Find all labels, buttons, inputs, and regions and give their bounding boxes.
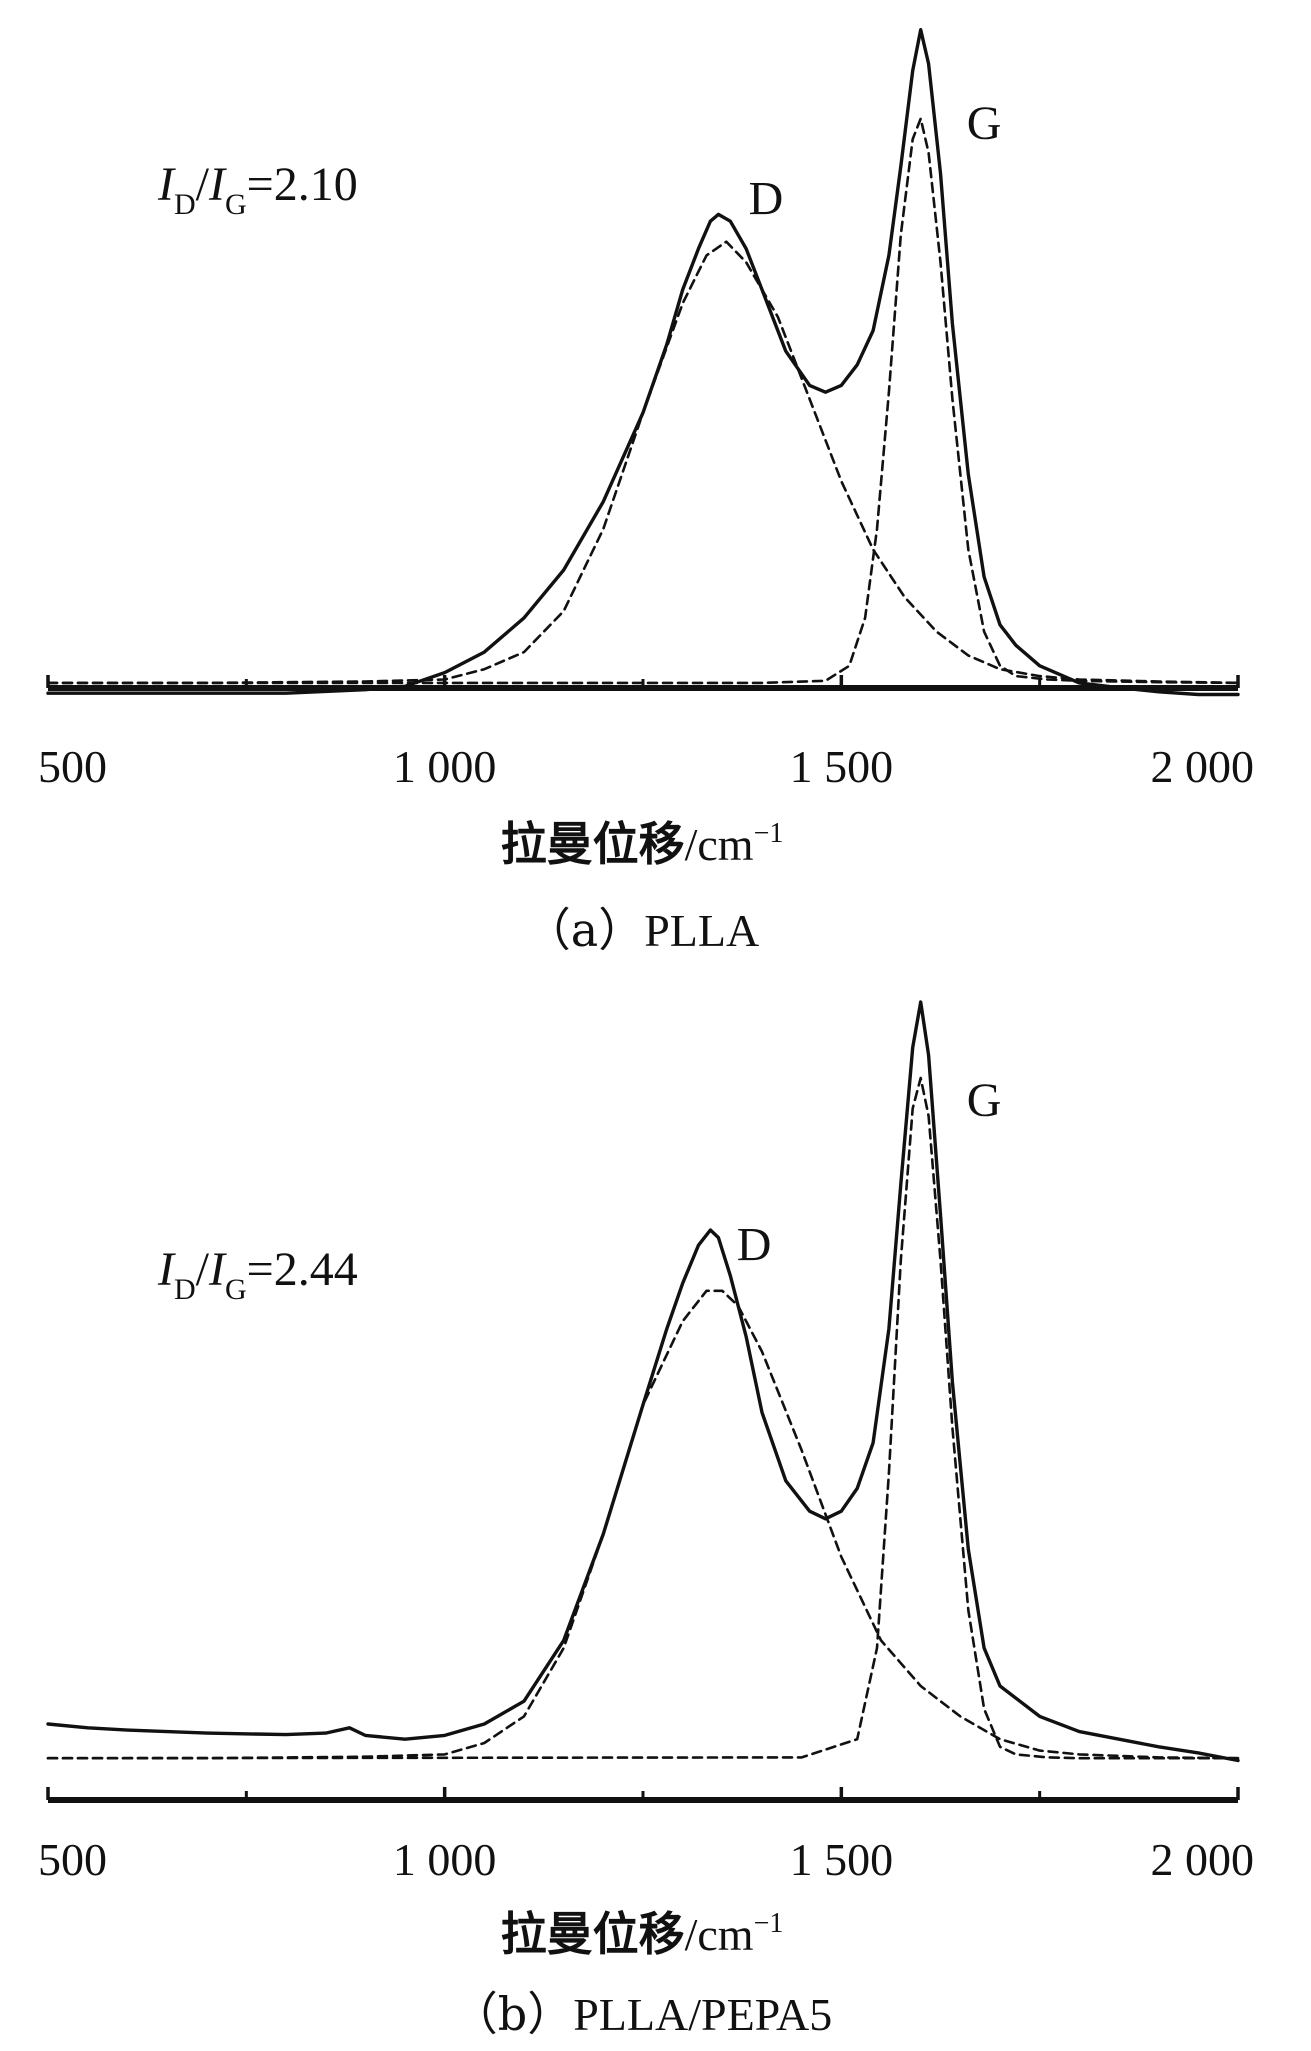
ratio-i: I [157, 158, 176, 211]
series-line-g-fit [46, 1076, 1240, 1760]
x-axis-label: 拉曼位移/cm−1 [501, 1907, 784, 1961]
ratio-sub-d: D [174, 1273, 196, 1306]
ratio-annotation: ID/IG=2.44 [157, 1243, 358, 1306]
x-tick-label: 500 [38, 741, 107, 792]
peak-label-d: D [749, 172, 784, 225]
series-line-d-fit [46, 240, 1240, 685]
x-tick-label: 2 000 [1151, 741, 1255, 792]
x-axis-label: 拉曼位移/cm−1 [501, 817, 784, 871]
x-tick-label: 1 500 [790, 1834, 894, 1885]
ratio-i: I [208, 1243, 227, 1296]
series-line-g-fit [46, 117, 1240, 685]
x-tick-label: 1 500 [790, 741, 894, 792]
ratio-slash: / [196, 158, 210, 211]
panel-b: 500 1 000 1 500 2 000 拉曼位移/cm−1 （b）PLLA/PEPA5… [38, 1000, 1255, 2041]
ratio-sub-d: D [174, 188, 196, 221]
caption-label: （a） [525, 903, 644, 957]
series-line-d-fit [46, 1289, 1240, 1760]
x-axis-label-sup: −1 [754, 1908, 784, 1939]
ratio-sub-g: G [225, 188, 247, 221]
ratio-i: I [157, 1243, 176, 1296]
ratio-value: =2.44 [247, 1243, 358, 1296]
peak-label-d: D [737, 1218, 772, 1271]
x-axis-label-sup: −1 [754, 818, 784, 849]
ratio-i: I [208, 158, 227, 211]
ratio-slash: / [196, 1243, 210, 1296]
x-tick-label: 1 000 [393, 741, 497, 792]
x-tick-label: 500 [38, 1834, 107, 1885]
caption-label: （b） [452, 1987, 573, 2041]
ratio-sub-g: G [225, 1273, 247, 1306]
series-line-measured [46, 28, 1240, 697]
peak-label-g: G [967, 1074, 1002, 1127]
ratio-annotation: ID/IG=2.10 [157, 158, 358, 221]
peak-label-g: G [967, 97, 1002, 150]
panel-caption: （b）PLLA/PEPA5 [452, 1987, 833, 2041]
x-axis-label-unit: /cm [685, 819, 754, 870]
x-axis-label-cn: 拉曼位移 [501, 817, 685, 871]
x-axis-label-unit: /cm [685, 1909, 754, 1960]
panel-caption: （a）PLLA [525, 903, 759, 957]
x-tick-label: 1 000 [393, 1834, 497, 1885]
caption-sample: PLLA/PEPA5 [573, 1989, 832, 2040]
x-axis-label-cn: 拉曼位移 [501, 1907, 685, 1961]
caption-sample: PLLA [644, 905, 759, 956]
ratio-value: =2.10 [247, 158, 358, 211]
series-line-measured [46, 1000, 1240, 1763]
panel-a: 500 1 000 1 500 2 000拉曼位移/cm−1（a）PLLAID/IG=… [38, 28, 1255, 957]
x-tick-label: 2 000 [1151, 1834, 1255, 1885]
